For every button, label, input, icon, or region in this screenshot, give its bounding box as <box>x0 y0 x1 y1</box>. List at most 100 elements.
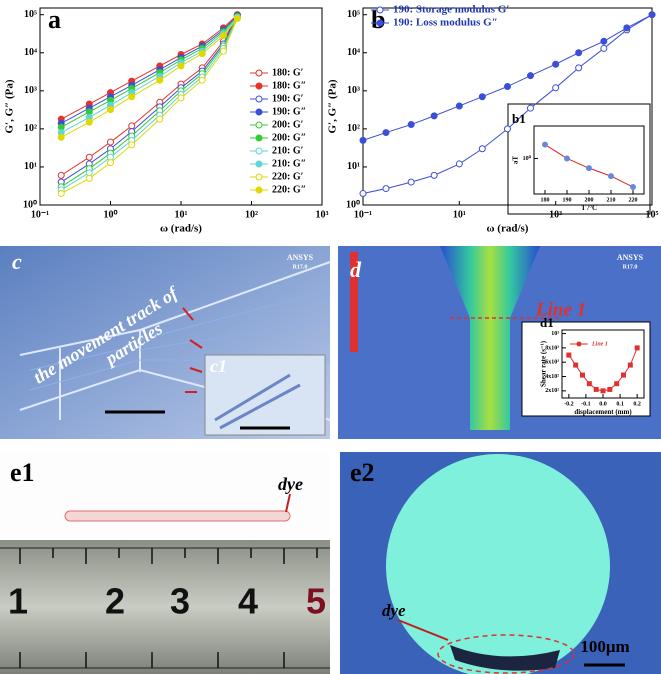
inset-c1 <box>204 354 326 436</box>
x-tick-label: 10³ <box>316 209 329 220</box>
marker <box>504 125 511 133</box>
marker <box>128 122 136 130</box>
y-axis-label: Shear rate (s⁻¹) <box>540 340 548 387</box>
x-axis-label: T /°C <box>581 204 597 212</box>
x-tick-label: -0.2 <box>564 401 574 407</box>
line-label: Line 1 <box>535 299 586 320</box>
marker <box>382 129 390 137</box>
ruler-ticks <box>19 548 318 668</box>
y-tick-label: 8x10² <box>545 345 559 351</box>
y-axis-label: aT <box>512 156 520 165</box>
marker <box>85 118 93 126</box>
ruler-edge <box>0 547 330 669</box>
fiber-cross-section <box>386 454 610 674</box>
x-tick-label: 210 <box>607 197 616 203</box>
legend-marker <box>255 186 263 194</box>
legend-marker <box>255 173 263 181</box>
y-tick-label: 2x10² <box>545 388 559 394</box>
marker <box>630 184 636 191</box>
marker <box>593 386 599 392</box>
chart-title: d1 <box>540 315 554 330</box>
colorbar <box>350 252 358 352</box>
y-tick-label: 10⁴ <box>347 47 360 58</box>
marker <box>455 160 463 168</box>
marker <box>586 381 592 387</box>
legend-marker <box>255 160 263 168</box>
arrows <box>182 307 203 393</box>
y-tick-label: 10⁰ <box>346 199 360 210</box>
y-axis-label: G′, G″ (Pa) <box>327 79 339 133</box>
legend-label: Line 1 <box>591 341 608 347</box>
marker <box>504 82 511 90</box>
y-tick-label: 10² <box>347 123 360 134</box>
y-tick-label: 6x10² <box>545 360 559 366</box>
legend-label: 190: Storage modulus G′ <box>393 4 509 16</box>
marker <box>455 102 463 110</box>
x-tick-label: 10⁻¹ <box>31 209 49 220</box>
marker <box>575 49 583 57</box>
marker <box>107 138 114 146</box>
scale-label: 100μm <box>580 637 629 656</box>
marker <box>627 362 633 368</box>
y-tick-label: 10² <box>24 123 37 134</box>
panel-label: d <box>350 257 362 282</box>
marker <box>552 60 560 68</box>
legend-label: 200: G″ <box>272 132 306 143</box>
marker <box>600 388 606 394</box>
marker <box>608 173 614 180</box>
marker <box>177 94 185 102</box>
marker <box>57 190 65 198</box>
y-tick-label: 10³ <box>347 85 360 96</box>
marker <box>128 141 136 149</box>
y-tick-label: 10⁵ <box>347 9 360 20</box>
software: ANSYS <box>287 253 314 262</box>
x-tick-label: 10² <box>245 209 258 220</box>
legend-marker <box>255 147 263 155</box>
version: R17.0 <box>623 264 638 270</box>
x-tick-label: 10⁻¹ <box>354 209 372 220</box>
inset-b1 <box>507 103 651 215</box>
dye-outline <box>437 634 575 674</box>
legend-label: 210: G″ <box>272 158 306 169</box>
panel-label: c <box>12 249 22 274</box>
x-tick-label: 200 <box>585 197 594 203</box>
ruler-number: 5 <box>306 581 326 622</box>
marker <box>233 14 241 22</box>
legend-label: 190: Loss modulus G″ <box>393 17 498 29</box>
y-tick-label: 4x10² <box>545 374 559 380</box>
legend-label: 190: G′ <box>272 93 304 104</box>
marker <box>542 141 548 148</box>
marker <box>156 76 164 84</box>
marker <box>407 121 415 129</box>
marker <box>219 32 227 40</box>
ruler-number: 2 <box>105 581 125 622</box>
marker <box>478 93 486 101</box>
marker <box>648 11 656 19</box>
y-tick-label: 10¹ <box>347 161 360 172</box>
panel-d: d ANSYS R17.0 Line 1 <box>338 246 661 439</box>
marker <box>219 47 227 55</box>
panel-c: c ANSYS R17.0 the movement track of part… <box>0 246 331 439</box>
inset-d1 <box>521 321 651 417</box>
legend-label: 210: G′ <box>272 145 304 156</box>
x-tick-label: 10⁵ <box>646 209 659 220</box>
marker <box>359 190 367 198</box>
scale-bar <box>105 410 290 430</box>
legend-marker <box>255 69 263 77</box>
y-tick-label: 10³ <box>24 85 37 96</box>
dye-region <box>450 645 560 671</box>
marker <box>107 159 114 167</box>
panel-e1: e1 dye 1 2 3 4 5 <box>0 452 330 674</box>
legend-marker <box>255 121 263 129</box>
x-tick-label: 220 <box>629 197 638 203</box>
legend-marker <box>255 134 263 142</box>
panel-label: e2 <box>350 458 375 487</box>
y-tick-label: 10¹ <box>24 161 37 172</box>
y-tick-label: 10⁰ <box>523 155 532 162</box>
x-tick-label: 10³ <box>549 209 562 220</box>
marker <box>478 145 486 153</box>
x-tick-label: 10⁰ <box>103 209 117 220</box>
legend-marker <box>376 19 384 27</box>
marker <box>623 24 631 32</box>
